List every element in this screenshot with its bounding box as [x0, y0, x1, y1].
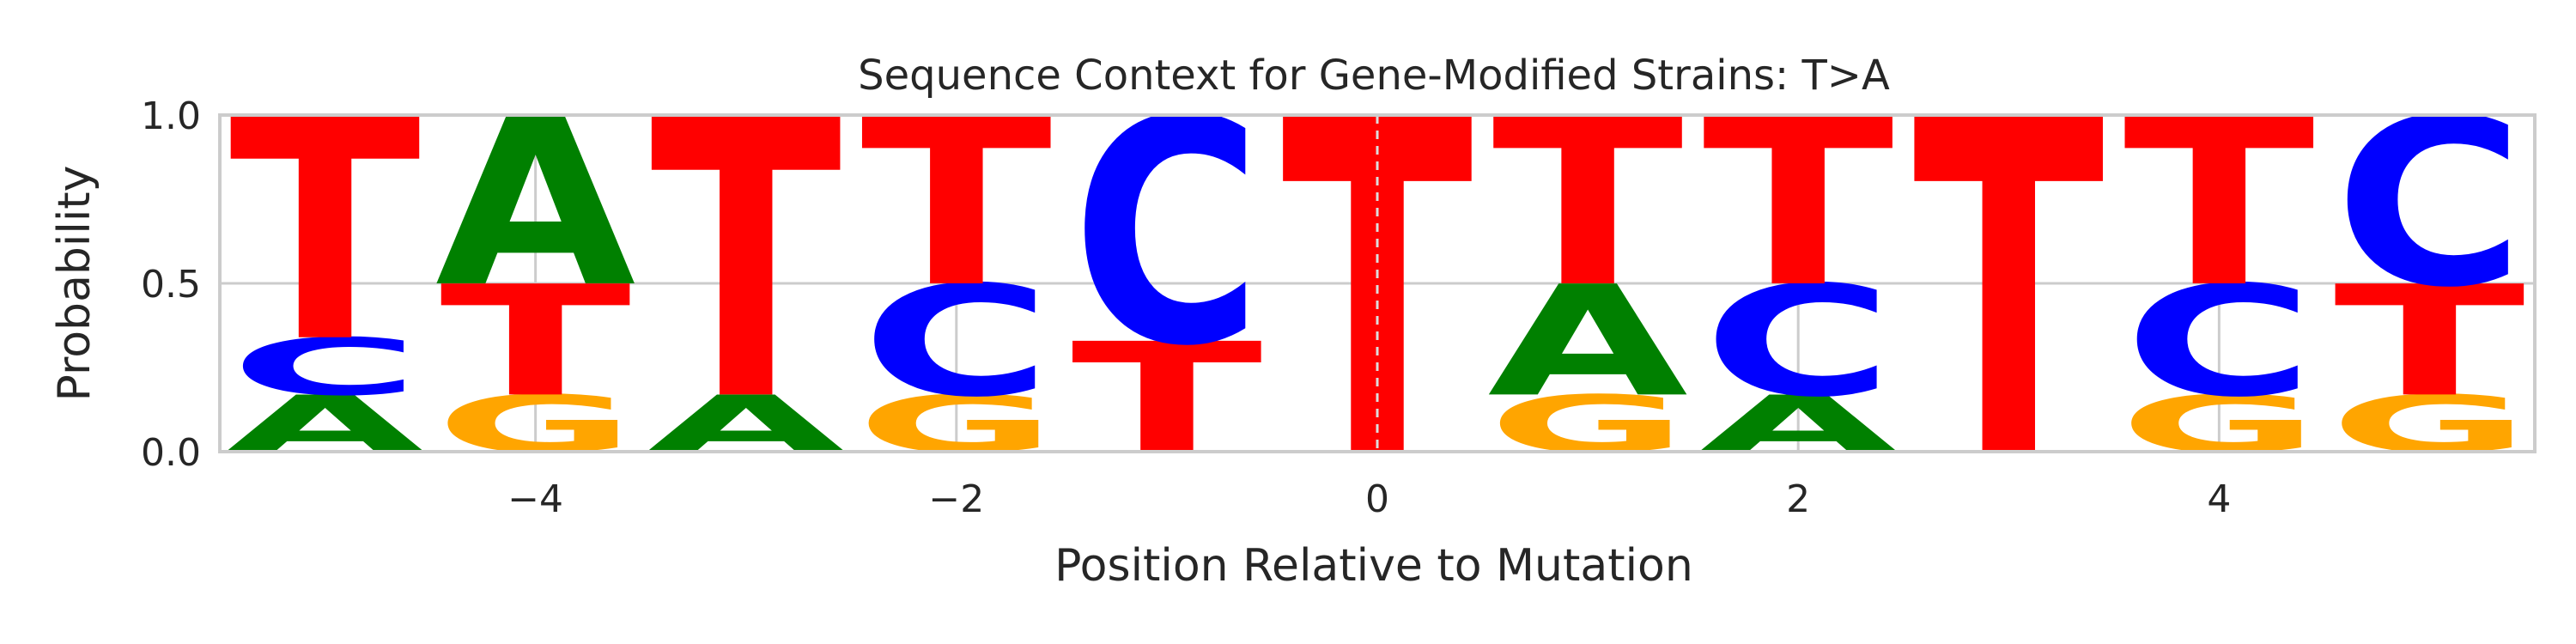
y-axis-ticks: 0.0 0.5 1.0 — [141, 94, 201, 475]
logo-letter-a: A — [225, 379, 425, 471]
logo-letter-t: T — [860, 69, 1054, 337]
logo-letter-c: C — [2335, 70, 2524, 338]
logo-letter-g: G — [435, 379, 635, 470]
y-tick-label: 0.0 — [141, 431, 201, 475]
x-tick-label: −4 — [507, 477, 563, 521]
y-tick-label: 1.0 — [141, 94, 201, 138]
logo-letter-g: G — [1488, 379, 1688, 470]
logo-letter-g: G — [856, 379, 1056, 470]
x-tick-label: 2 — [1786, 477, 1810, 521]
logo-letter-c: C — [230, 322, 420, 414]
logo-letter-t: T — [1913, 23, 2106, 561]
logo-letter-t: T — [1492, 69, 1686, 337]
x-tick-label: 4 — [2207, 477, 2231, 521]
logo-letter-t: T — [2334, 253, 2527, 430]
logo-letter-c: C — [861, 253, 1051, 430]
y-axis-label: Probability — [49, 166, 100, 402]
logo-letter-c: C — [2124, 253, 2314, 430]
logo-letter-a: A — [1698, 379, 1898, 471]
chart-title: Sequence Context for Gene-Modified Strai… — [858, 52, 1890, 100]
x-axis-label: Position Relative to Mutation — [1054, 540, 1693, 592]
logo-letter-c: C — [1072, 55, 1261, 414]
x-tick-label: 0 — [1365, 477, 1389, 521]
x-axis-ticks: −4 −2 0 2 4 — [507, 477, 2231, 521]
logo-letter-t: T — [1703, 69, 1896, 337]
logo-letter-t: T — [2123, 69, 2317, 337]
logo-letter-a: A — [435, 70, 638, 338]
logo-letter-t: T — [229, 56, 422, 410]
logo-letter-t: T — [440, 253, 633, 430]
logo-letter-t: T — [1071, 311, 1264, 488]
x-tick-label: −2 — [928, 477, 984, 521]
y-tick-label: 0.5 — [141, 263, 201, 307]
logo-letter-c: C — [1703, 253, 1893, 430]
plot-frame — [218, 113, 2537, 453]
logo-letter-g: G — [2330, 379, 2530, 470]
logo-letter-a: A — [646, 379, 846, 471]
logo-letter-t: T — [650, 39, 843, 485]
logo-letter-g: G — [2119, 379, 2319, 470]
logo-letter-a: A — [1487, 253, 1687, 430]
